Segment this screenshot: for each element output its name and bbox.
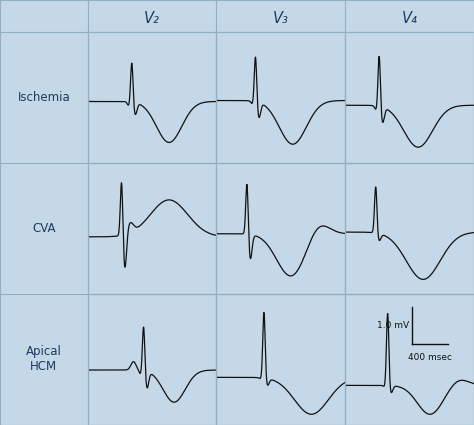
Text: 400 msec: 400 msec xyxy=(408,353,452,362)
Text: Ischemia: Ischemia xyxy=(18,91,70,104)
Bar xyxy=(88,32,217,163)
Bar xyxy=(88,163,217,294)
Text: V₂: V₂ xyxy=(144,11,160,26)
Text: V₄: V₄ xyxy=(401,11,418,26)
Bar xyxy=(345,294,474,425)
Text: CVA: CVA xyxy=(32,222,55,235)
Bar xyxy=(217,163,345,294)
Text: 1.0 mV: 1.0 mV xyxy=(377,321,410,330)
Bar xyxy=(88,294,217,425)
Bar xyxy=(217,32,345,163)
Bar xyxy=(217,294,345,425)
Text: Apical
HCM: Apical HCM xyxy=(26,346,62,374)
Bar xyxy=(345,163,474,294)
Text: V₃: V₃ xyxy=(273,11,289,26)
Bar xyxy=(345,32,474,163)
